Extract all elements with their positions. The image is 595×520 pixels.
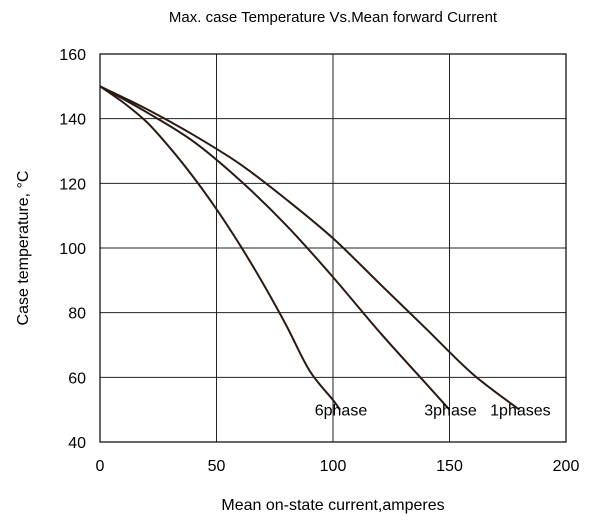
y-axis-label: Case temperature, °C: [15, 171, 32, 326]
x-tick-label: 150: [436, 458, 463, 475]
y-tick-label: 140: [59, 112, 86, 129]
y-tick-label: 40: [68, 435, 86, 452]
chart-title: Max. case Temperature Vs.Mean forward Cu…: [169, 9, 498, 26]
y-tick-label: 100: [59, 241, 86, 258]
series-labels: 6phase 3phase 1phases: [315, 403, 551, 420]
series-line-6phase: [99, 85, 341, 411]
series-line-1phases: [99, 85, 521, 411]
y-tick-label: 120: [59, 176, 86, 193]
series-label-1phases: 1phases: [490, 403, 551, 420]
series-lines: [99, 85, 521, 411]
x-tick-label: 50: [208, 458, 226, 475]
x-tick-label: 200: [553, 458, 580, 475]
grid: [100, 54, 566, 442]
x-tick-label: 0: [96, 458, 105, 475]
y-tick-label: 160: [59, 47, 86, 64]
x-axis-label: Mean on-state current,amperes: [221, 497, 444, 514]
plot-frame: [99, 53, 567, 443]
series-label-3phase: 3phase: [424, 403, 477, 420]
x-tick-labels: 0 50 100 150 200: [96, 458, 580, 475]
y-tick-labels: 40 60 80 100 120 140 160: [59, 47, 86, 452]
series-line-3phase: [99, 85, 451, 411]
y-tick-label: 80: [68, 306, 86, 323]
series-label-6phase: 6phase: [315, 403, 368, 420]
y-tick-label: 60: [68, 370, 86, 387]
x-tick-label: 100: [320, 458, 347, 475]
